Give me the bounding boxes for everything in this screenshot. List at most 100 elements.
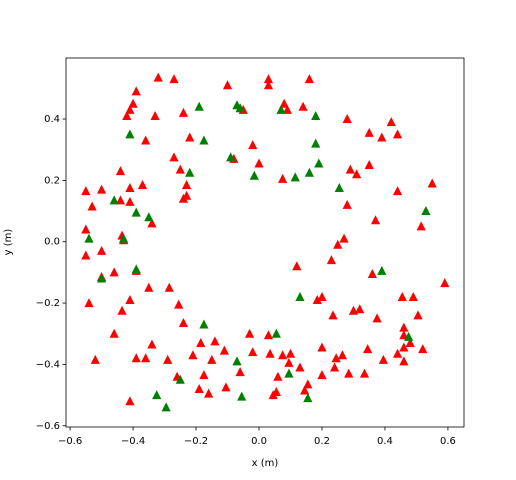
point: [292, 261, 302, 271]
point: [141, 135, 151, 145]
point: [131, 207, 141, 217]
point: [169, 74, 179, 84]
point: [397, 291, 407, 301]
point: [284, 368, 294, 378]
point: [263, 330, 274, 340]
x-tick-label: −0.4: [121, 436, 145, 447]
point: [153, 72, 163, 82]
point: [372, 313, 382, 323]
point: [377, 265, 387, 275]
point: [329, 362, 340, 372]
point: [199, 319, 209, 329]
point: [339, 233, 349, 243]
point: [125, 183, 135, 193]
point: [273, 371, 283, 381]
point: [392, 186, 403, 196]
point: [174, 299, 184, 309]
point: [84, 298, 94, 308]
point: [164, 282, 174, 292]
point: [147, 339, 157, 349]
point: [328, 310, 338, 320]
x-tick-label: 0.6: [440, 436, 456, 447]
point: [150, 110, 160, 120]
point: [284, 357, 294, 367]
point: [137, 179, 148, 189]
plot-frame: [65, 57, 465, 428]
point: [178, 107, 189, 117]
point: [265, 348, 275, 358]
point: [399, 322, 409, 332]
point: [115, 195, 126, 205]
point: [81, 186, 91, 196]
point: [109, 195, 119, 205]
point: [109, 328, 119, 338]
point: [413, 310, 423, 320]
point: [408, 291, 418, 301]
point: [378, 354, 388, 364]
point: [254, 158, 264, 168]
point: [279, 98, 289, 108]
point: [355, 304, 365, 314]
point: [290, 172, 300, 182]
point: [226, 152, 236, 162]
point: [125, 129, 135, 139]
point: [144, 282, 154, 292]
x-tick-label: 0.0: [251, 436, 267, 447]
point: [440, 278, 450, 288]
point: [370, 215, 381, 225]
point: [125, 104, 135, 114]
point: [345, 164, 355, 174]
point: [363, 344, 373, 354]
point: [317, 370, 327, 380]
point: [312, 295, 322, 305]
point: [169, 152, 179, 162]
point: [392, 129, 403, 139]
point: [282, 104, 292, 114]
point: [342, 199, 352, 209]
point: [399, 356, 409, 366]
point: [90, 354, 100, 364]
point: [125, 196, 135, 206]
y-tick-label: −0.4: [36, 359, 60, 370]
point: [194, 383, 204, 393]
point: [222, 80, 233, 90]
x-tick-label: 0.4: [377, 436, 393, 447]
point: [81, 250, 91, 260]
point: [163, 354, 173, 364]
point: [399, 342, 409, 352]
point: [317, 291, 327, 301]
point: [304, 167, 314, 177]
point: [204, 388, 214, 398]
point: [87, 201, 97, 211]
point: [278, 173, 288, 183]
point: [96, 273, 107, 283]
point: [244, 328, 255, 338]
point: [175, 164, 185, 174]
point: [131, 353, 141, 363]
point: [333, 239, 343, 249]
point: [342, 114, 352, 124]
x-axis-label: x (m): [252, 458, 279, 469]
point: [84, 233, 94, 243]
point: [317, 342, 327, 352]
point: [96, 245, 107, 255]
point: [337, 350, 348, 360]
point: [403, 331, 414, 341]
point: [181, 190, 192, 200]
point: [303, 379, 313, 389]
point: [295, 362, 305, 372]
y-tick-label: 0.0: [44, 237, 60, 248]
point: [185, 167, 195, 177]
point: [196, 337, 206, 347]
point: [418, 344, 428, 354]
point: [194, 101, 204, 111]
point: [235, 103, 245, 113]
point: [237, 391, 247, 401]
point: [285, 348, 296, 358]
y-tick-label: 0.2: [44, 175, 60, 186]
point: [334, 183, 344, 193]
y-tick-label: −0.6: [36, 421, 60, 432]
point: [359, 368, 370, 378]
point: [300, 385, 310, 395]
